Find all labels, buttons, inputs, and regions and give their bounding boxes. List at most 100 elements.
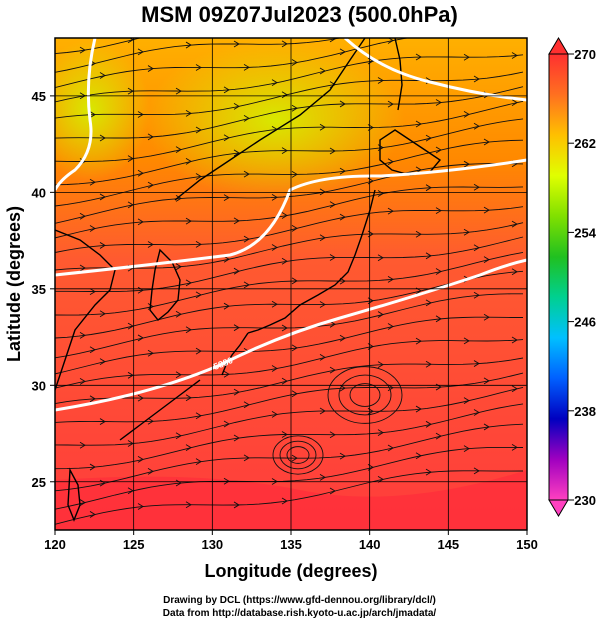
streamline-arrow bbox=[473, 291, 480, 299]
cold-region bbox=[145, 40, 405, 200]
coastline-taiwan bbox=[67, 467, 81, 522]
streamline-arrow bbox=[89, 178, 96, 186]
streamline-arrow bbox=[473, 360, 480, 367]
streamline bbox=[55, 86, 524, 139]
streamline-arrow bbox=[89, 511, 96, 518]
streamline-arrow bbox=[233, 267, 240, 275]
streamline-arrow bbox=[281, 497, 288, 505]
streamline-arrow bbox=[175, 371, 182, 379]
streamline-arrow bbox=[511, 220, 518, 228]
coastline-asia-north bbox=[174, 38, 366, 201]
colorbar-tick-label: 262 bbox=[574, 136, 596, 151]
streamline-arrow bbox=[137, 286, 144, 294]
coastline-china bbox=[55, 229, 116, 391]
coastline-japan-honshu bbox=[247, 189, 376, 334]
streamline-arrow bbox=[147, 467, 154, 475]
streamline-arrow bbox=[281, 212, 288, 219]
streamline-arrow bbox=[484, 31, 489, 37]
streamline-arrow bbox=[483, 423, 490, 431]
streamline-arrow bbox=[281, 324, 288, 332]
y-tick-label: 30 bbox=[32, 378, 46, 393]
x-tick-label: 120 bbox=[44, 537, 66, 552]
streamline-arrow bbox=[319, 474, 326, 481]
colorbar-tick-label: 254 bbox=[574, 225, 596, 240]
streamline-arrow bbox=[223, 420, 230, 428]
streamline-arrow bbox=[511, 52, 518, 59]
streamline-arrow bbox=[377, 361, 384, 368]
streamline-arrow bbox=[233, 149, 240, 157]
y-tick-label: 40 bbox=[32, 185, 46, 200]
eddy-streamline bbox=[279, 440, 317, 470]
streamline-arrow bbox=[319, 407, 326, 415]
streamline-arrow bbox=[435, 99, 442, 106]
streamline-arrow bbox=[233, 102, 240, 110]
streamline-arrow bbox=[425, 252, 432, 260]
streamline-arrow bbox=[377, 190, 384, 197]
streamline-arrow bbox=[387, 207, 394, 215]
streamline-arrow bbox=[79, 499, 86, 506]
streamline-arrow bbox=[175, 195, 182, 202]
y-tick-label: 45 bbox=[32, 89, 46, 104]
longitude-axis: 120 125 130 135 140 145 150 bbox=[44, 530, 538, 552]
streamline-arrow bbox=[79, 46, 86, 54]
streamline-arrow bbox=[137, 334, 144, 342]
streamline-arrow bbox=[223, 302, 230, 310]
streamline-arrow bbox=[387, 323, 394, 330]
streamline-arrow bbox=[233, 40, 240, 48]
streamline-arrow bbox=[281, 377, 288, 385]
streamline bbox=[55, 38, 343, 73]
streamline-arrow bbox=[483, 206, 490, 214]
streamline-arrow bbox=[329, 201, 336, 209]
streamline bbox=[55, 403, 524, 470]
streamline-arrow bbox=[511, 99, 518, 107]
streamline bbox=[55, 251, 524, 316]
streamline-arrow bbox=[291, 344, 298, 352]
streamline-arrow bbox=[175, 146, 182, 153]
streamline-arrow bbox=[185, 279, 192, 287]
streamline-arrow bbox=[89, 463, 96, 471]
x-tick-label: 135 bbox=[280, 537, 302, 552]
streamline-arrow bbox=[387, 275, 394, 283]
streamline-arrow bbox=[511, 444, 518, 451]
colorbar: 270 262 254 246 238 230 bbox=[548, 37, 597, 517]
streamline-arrow bbox=[223, 255, 230, 263]
streamline-arrow bbox=[415, 337, 422, 345]
streamline bbox=[55, 293, 523, 359]
streamline-arrow bbox=[329, 487, 336, 495]
chart-title: MSM 09Z07Jul2023 (500.0hPa) bbox=[141, 2, 458, 27]
streamline bbox=[55, 186, 524, 239]
streamline-arrow bbox=[89, 288, 96, 295]
streamline-arrow bbox=[185, 501, 192, 509]
streamline-arrow bbox=[473, 183, 480, 191]
streamline-arrow bbox=[415, 452, 422, 460]
eddy-streamline bbox=[272, 435, 324, 475]
x-tick-label: 150 bbox=[516, 537, 538, 552]
colorbar-body bbox=[548, 53, 569, 501]
streamline-arrow bbox=[127, 38, 134, 44]
streamline-arrow bbox=[339, 100, 346, 108]
streamline-arrow bbox=[137, 111, 144, 118]
streamline-arrow bbox=[377, 429, 384, 436]
streamline-arrow bbox=[175, 87, 182, 95]
streamline-arrow bbox=[281, 147, 288, 155]
streamline-arrow bbox=[243, 64, 250, 71]
streamline-arrow bbox=[291, 390, 298, 398]
colorbar-tick-label: 270 bbox=[574, 47, 596, 62]
streamline-arrow bbox=[127, 440, 134, 447]
eddy-streamline bbox=[338, 374, 392, 416]
streamline-arrow bbox=[89, 111, 96, 118]
streamline-arrow bbox=[435, 432, 442, 440]
eddy-streamline bbox=[327, 366, 403, 424]
streamline-arrow bbox=[185, 109, 192, 117]
streamline-arrow bbox=[89, 395, 96, 403]
streamline-arrow bbox=[137, 503, 144, 510]
streamline-arrow bbox=[127, 201, 134, 209]
wind-streamlines bbox=[55, 31, 524, 525]
streamline-arrow bbox=[79, 441, 86, 449]
colorbar-max-arrow bbox=[548, 37, 569, 55]
streamline-arrow bbox=[339, 452, 346, 460]
streamline-arrow bbox=[463, 228, 470, 236]
streamline bbox=[55, 38, 411, 89]
streamline-arrow bbox=[127, 155, 134, 163]
streamline-arrow bbox=[223, 477, 230, 485]
